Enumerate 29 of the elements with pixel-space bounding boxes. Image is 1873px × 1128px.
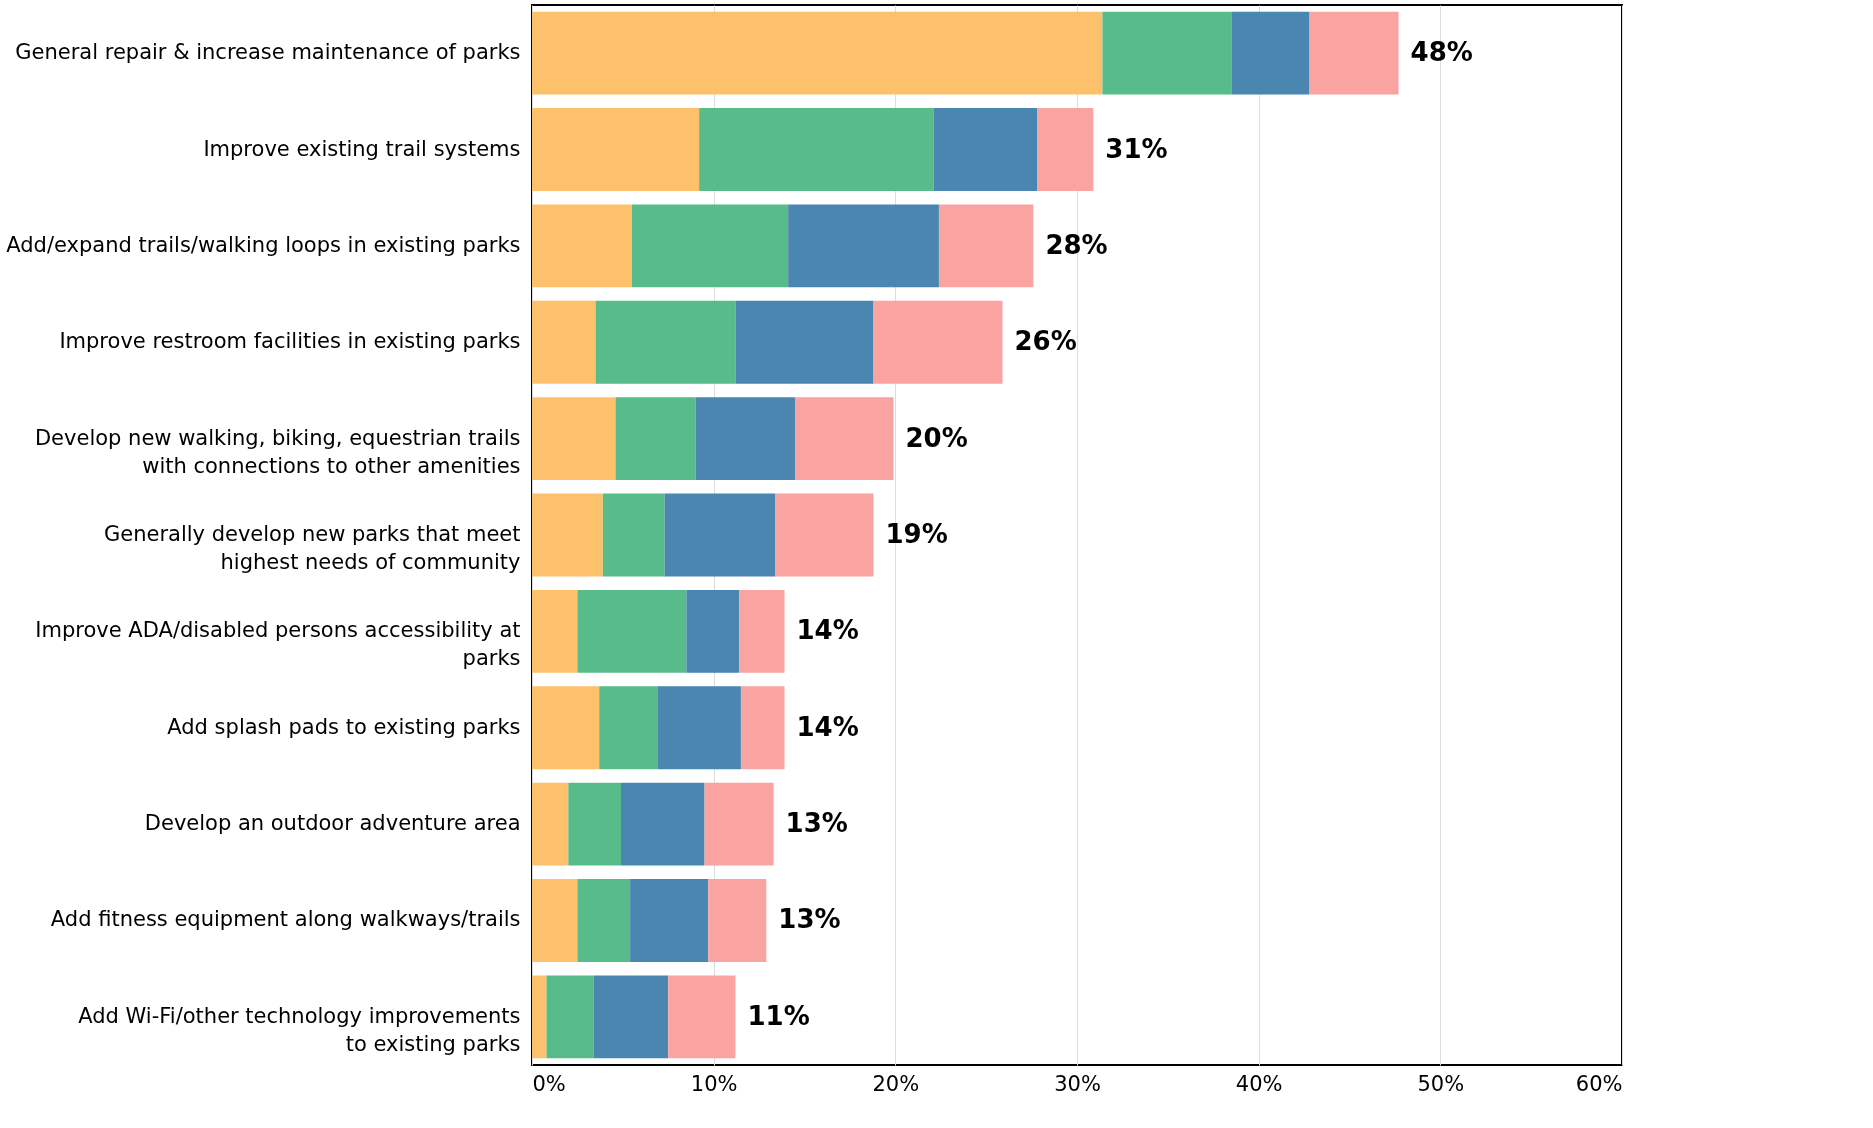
y-tick-label: Develop new walking, biking, equestrian trails with connections to other amenities <box>34 425 521 478</box>
y-tick-label: Improve restroom facilities in existing parks <box>59 329 521 354</box>
x-tick-label: 60% <box>1575 1071 1623 1096</box>
y-tick-label: Add fitness equipment along walkways/trails <box>50 907 521 932</box>
y-tick-label: Improve ADA/disabled persons accessibility at parks <box>35 618 521 671</box>
x-tick-label: 40% <box>1235 1071 1283 1096</box>
y-tick-label: Improve existing trail systems <box>203 136 521 161</box>
total-label: 48% <box>1410 37 1473 68</box>
x-tick-label: 50% <box>1417 1071 1465 1096</box>
x-tick-label: 30% <box>1054 1071 1101 1096</box>
total-label: 19% <box>885 519 948 549</box>
total-label: 13% <box>785 808 848 839</box>
y-tick-label: Add Wi-Fi/other technology improvements to existing parks <box>78 1003 521 1056</box>
x-tick-label: 0% <box>532 1071 566 1096</box>
total-label: 11% <box>747 1000 810 1031</box>
x-tick-label: 10% <box>690 1071 738 1096</box>
total-label: 14% <box>796 615 859 646</box>
y-tick-label: Develop an outdoor adventure area <box>144 811 521 836</box>
total-label: 26% <box>1014 326 1077 357</box>
total-label: 31% <box>1105 133 1168 164</box>
total-label: 20% <box>905 422 968 453</box>
y-tick-label: General repair & increase maintenance of parks <box>15 40 521 65</box>
total-label: 14% <box>796 711 859 742</box>
y-tick-label: Add/expand trails/walking loops in existing parks <box>6 232 521 257</box>
total-label: 13% <box>778 904 841 935</box>
y-tick-label: Generally develop new parks that meet highest needs of community <box>103 522 521 574</box>
total-label: 28% <box>1045 229 1108 260</box>
x-tick-label: 20% <box>872 1071 920 1096</box>
y-tick-label: Add splash pads to existing parks <box>167 714 521 739</box>
